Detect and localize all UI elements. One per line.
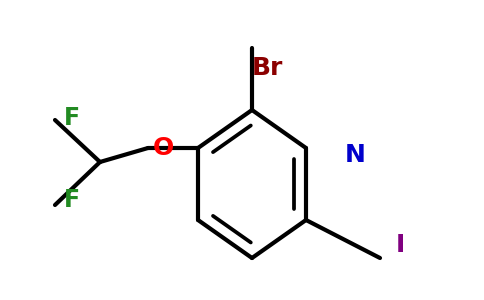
Text: F: F [64, 188, 80, 212]
Text: O: O [152, 136, 174, 160]
Text: Br: Br [251, 56, 283, 80]
Text: N: N [345, 143, 365, 167]
Text: F: F [64, 106, 80, 130]
Text: I: I [395, 233, 405, 257]
